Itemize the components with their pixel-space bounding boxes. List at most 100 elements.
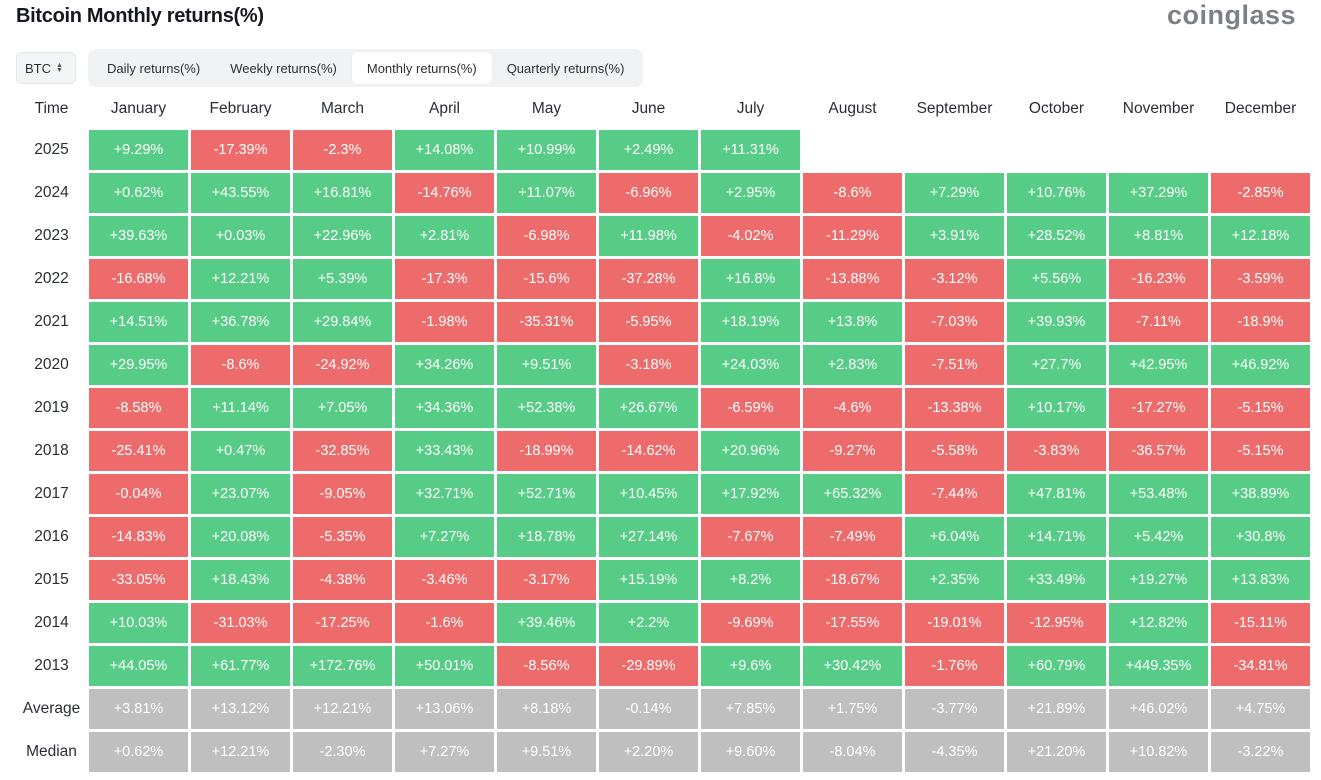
return-cell: +7.05% (293, 388, 392, 428)
table-row: 2017 -0.04% +23.07% -9.05% +32.71% +52.71% +10… (17, 474, 1310, 514)
return-cell: -13.88% (803, 259, 902, 299)
return-cell: -17.39% (191, 130, 290, 170)
return-cell: +11.98% (599, 216, 698, 256)
summary-cell: -0.14% (599, 689, 698, 729)
return-cell: +27.7% (1007, 345, 1106, 385)
return-cell: +26.67% (599, 388, 698, 428)
summary-cell: +9.51% (497, 732, 596, 772)
summary-cell: +4.75% (1211, 689, 1310, 729)
return-cell: -4.38% (293, 560, 392, 600)
chevron-up-down-icon: ▲ ▼ (56, 62, 63, 74)
return-cell: +38.89% (1211, 474, 1310, 514)
return-cell: +5.56% (1007, 259, 1106, 299)
summary-cell: +46.02% (1109, 689, 1208, 729)
return-cell: -33.05% (89, 560, 188, 600)
return-cell: -7.51% (905, 345, 1004, 385)
return-cell: -3.17% (497, 560, 596, 600)
empty-cell (803, 130, 902, 170)
table-row: 2021 +14.51% +36.78% +29.84% -1.98% -35.31% -5… (17, 302, 1310, 342)
summary-cell: -8.04% (803, 732, 902, 772)
return-cell: +2.83% (803, 345, 902, 385)
summary-cell: +0.62% (89, 732, 188, 772)
return-cell: -3.83% (1007, 431, 1106, 471)
return-cell: +24.03% (701, 345, 800, 385)
return-cell: -3.12% (905, 259, 1004, 299)
summary-cell: +13.12% (191, 689, 290, 729)
asset-select-value: BTC (25, 60, 51, 76)
table-row: 2023 +39.63% +0.03% +22.96% +2.81% -6.98% +11.… (17, 216, 1310, 256)
return-cell: +12.21% (191, 259, 290, 299)
return-cell: +46.92% (1211, 345, 1310, 385)
table-row: 2015 -33.05% +18.43% -4.38% -3.46% -3.17% +15.… (17, 560, 1310, 600)
return-cell: +10.17% (1007, 388, 1106, 428)
summary-cell: +3.81% (89, 689, 188, 729)
table-row: 2025 +9.29% -17.39% -2.3% +14.08% +10.99% +2.4… (17, 130, 1310, 170)
coinglass-logo[interactable]: coinglass (1166, 0, 1296, 30)
tab-monthly-returns[interactable]: Monthly returns(%) (351, 52, 492, 84)
return-cell: -9.05% (293, 474, 392, 514)
month-header-december: December (1224, 99, 1297, 117)
return-cell: -18.99% (497, 431, 596, 471)
tab-weekly-returns[interactable]: Weekly returns(%) (230, 60, 337, 76)
return-cell: -7.11% (1109, 302, 1208, 342)
return-cell: +13.83% (1211, 560, 1310, 600)
tab-daily-returns[interactable]: Daily returns(%) (107, 60, 201, 76)
return-cell: -3.59% (1211, 259, 1310, 299)
return-cell: -15.11% (1211, 603, 1310, 643)
year-cell: 2015 (17, 560, 86, 600)
return-cell: +11.14% (191, 388, 290, 428)
return-cell: -14.62% (599, 431, 698, 471)
return-cell: +34.36% (395, 388, 494, 428)
return-cell: +7.29% (905, 173, 1004, 213)
return-cell: -7.67% (701, 517, 800, 557)
asset-select[interactable]: BTC ▲ ▼ (16, 52, 76, 84)
return-cell: +16.8% (701, 259, 800, 299)
summary-cell: +10.82% (1109, 732, 1208, 772)
return-cell: +12.82% (1109, 603, 1208, 643)
return-cell: +17.92% (701, 474, 800, 514)
return-cell: +2.2% (599, 603, 698, 643)
summary-row: Average +3.81% +13.12% +12.21% +13.06% +8.18%… (17, 689, 1310, 729)
return-cell: +42.95% (1109, 345, 1208, 385)
return-cell: +50.01% (395, 646, 494, 686)
month-header-september: September (916, 99, 993, 117)
return-cell: +15.19% (599, 560, 698, 600)
return-cell: +22.96% (293, 216, 392, 256)
return-cell: -15.6% (497, 259, 596, 299)
return-cell: +10.45% (599, 474, 698, 514)
return-cell: -8.6% (191, 345, 290, 385)
page-title: Bitcoin Monthly returns(%) (16, 5, 264, 27)
return-cell: +30.42% (803, 646, 902, 686)
return-cell: -14.76% (395, 173, 494, 213)
return-cell: -16.68% (89, 259, 188, 299)
return-cell: +60.79% (1007, 646, 1106, 686)
return-cell: -2.85% (1211, 173, 1310, 213)
table-row: 2018 -25.41% +0.47% -32.85% +33.43% -18.99% -1… (17, 431, 1310, 471)
return-cell: +9.6% (701, 646, 800, 686)
return-cell: -19.01% (905, 603, 1004, 643)
return-cell: +28.52% (1007, 216, 1106, 256)
return-cell: -4.02% (701, 216, 800, 256)
return-cell: +33.49% (1007, 560, 1106, 600)
summary-cell: +7.27% (395, 732, 494, 772)
return-cell: +2.81% (395, 216, 494, 256)
summary-cell: -2.30% (293, 732, 392, 772)
return-cell: -8.56% (497, 646, 596, 686)
year-cell: 2013 (17, 646, 86, 686)
return-cell: +0.62% (89, 173, 188, 213)
return-cell: +52.38% (497, 388, 596, 428)
return-cell: +2.35% (905, 560, 1004, 600)
return-cell: +5.42% (1109, 517, 1208, 557)
year-cell: 2024 (17, 173, 86, 213)
return-cell: -36.57% (1109, 431, 1208, 471)
return-cell: -17.3% (395, 259, 494, 299)
table-body: 2025 +9.29% -17.39% -2.3% +14.08% +10.99% +2.4… (17, 130, 1310, 772)
tab-quarterly-returns[interactable]: Quarterly returns(%) (506, 60, 625, 76)
month-header-june: June (631, 99, 666, 117)
return-cell: +5.39% (293, 259, 392, 299)
empty-cell (1211, 130, 1310, 170)
year-cell: 2019 (17, 388, 86, 428)
return-period-tabs: Daily returns(%) Weekly returns(%) Month… (88, 49, 644, 87)
return-cell: +6.04% (905, 517, 1004, 557)
summary-cell: +12.21% (191, 732, 290, 772)
